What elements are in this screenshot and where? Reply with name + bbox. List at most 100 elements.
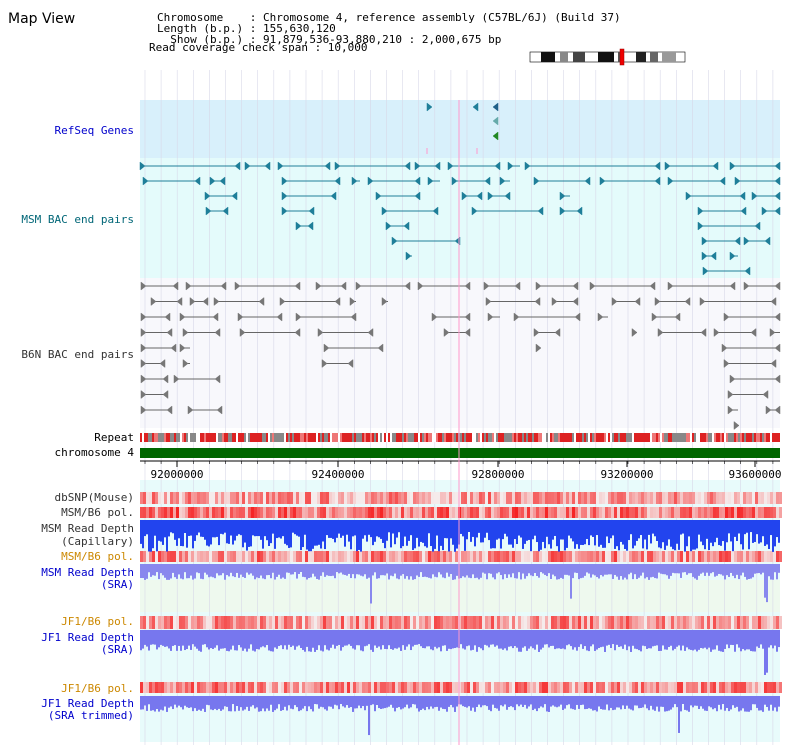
jf1-sra-depth-bar (452, 630, 454, 649)
msm-sra-bg (140, 580, 780, 612)
dbsnp-heat-cell (542, 492, 545, 504)
msm-capillary-depth-bar (154, 520, 156, 536)
jf1-b6-pol-heat-cell (470, 616, 473, 629)
msm-capillary-depth-bar (596, 520, 598, 536)
jf1-sra-trimmed-depth-bar (548, 696, 550, 712)
msm-sra-depth-bar (754, 564, 756, 574)
b6n-bac-end-arrow (533, 327, 540, 338)
jf1-sra-trimmed-depth-bar (766, 696, 768, 708)
jf1-sra-depth-bar (394, 630, 396, 649)
repeat-segment (256, 433, 258, 442)
msm-sra-depth-bar (770, 564, 772, 580)
jf1-b6-pol-heat-cell (308, 682, 311, 693)
msm-bac-end-arrow (281, 191, 288, 201)
dbsnp-heat-cell (140, 492, 143, 504)
msm-b6-pol-heat-cell (485, 551, 488, 562)
jf1-b6-pol-heat-cell (218, 616, 221, 629)
msm-b6-pol-heat-cell (656, 507, 659, 518)
dbsnp-heat-cell (455, 492, 458, 504)
msm-b6-pol-heat-cell (215, 551, 218, 562)
msm-sra-depth-bar (704, 564, 706, 576)
jf1-sra-depth-bar (682, 630, 684, 646)
repeat-segment (328, 433, 330, 442)
msm-bac-end-arrow (375, 191, 382, 201)
msm-b6-pol-heat-cell (200, 551, 203, 562)
msm-b6-pol-heat-cell (668, 507, 671, 518)
jf1-sra-trimmed-depth-bar (602, 696, 604, 710)
msm-capillary-depth-bar (772, 520, 774, 552)
msm-b6-pol-heat-cell (224, 551, 227, 562)
jf1-sra-depth-bar (476, 630, 478, 652)
msm-capillary-depth-bar (232, 520, 234, 545)
jf1-sra-depth-bar (212, 630, 214, 650)
msm-sra-depth-bar (630, 564, 632, 573)
jf1-sra-trimmed-depth-bar (370, 696, 372, 706)
refseq-features[interactable] (426, 102, 499, 154)
msm-b6-pol-heat-cell (659, 507, 662, 518)
msm-capillary-depth-bar (622, 520, 624, 545)
msm-sra-depth-bar (688, 564, 690, 574)
msm-sra-depth-bar (396, 564, 398, 579)
msm-capillary-depth-bar (212, 520, 214, 538)
msm-sra-depth-bar (620, 564, 622, 577)
dbsnp-heat-cell (266, 492, 269, 504)
msm-sra-depth-bar (584, 564, 586, 576)
msm-b6-pol-heat-cell (539, 507, 542, 518)
msm-sra-depth-bar (262, 564, 264, 579)
msm-capillary-depth-bar (328, 520, 330, 538)
b6n-bac-end-arrow (667, 281, 674, 291)
jf1-b6-pol-heat-cell (605, 682, 608, 693)
b6n-bac-end-arrow (239, 327, 246, 338)
chromosome-ideogram[interactable] (529, 48, 686, 66)
repeat-segment (620, 433, 622, 442)
b6n-bac-end-arrow (721, 343, 728, 353)
jf1-b6-pol-heat-cell (575, 616, 578, 629)
jf1-sra-depth-bar (234, 630, 236, 651)
repeat-segment (516, 433, 518, 442)
dbsnp-heat-cell (557, 492, 560, 504)
jf1-b6-pol-heat-cell (731, 616, 734, 629)
msm-bac-end-arrow (729, 161, 736, 171)
repeat-segment (158, 433, 160, 442)
jf1-sra-trimmed-depth-bar (258, 696, 260, 712)
jf1-b6-pol-heat-cell (461, 616, 464, 629)
repeat-segment (682, 433, 684, 442)
repeat-segment (268, 433, 270, 442)
msm-b6-pol-heat-cell (725, 507, 728, 518)
jf1-sra-depth-bar (612, 630, 614, 645)
msm-sra-depth-bar (470, 564, 472, 579)
msm-b6-pol-heat-cell (413, 551, 416, 562)
msm-b6-pol-heat-cell (374, 507, 377, 518)
jf1-sra-depth-bar (174, 630, 176, 646)
msm-capillary-depth-bar (648, 520, 650, 535)
b6n-bac-end-arrow (140, 389, 147, 400)
jf1-b6-pol-heat-cell (245, 682, 248, 693)
msm-capillary-depth-bar (504, 520, 506, 534)
jf1-sra-depth-bar (522, 630, 524, 648)
msm-sra-depth-bar (420, 564, 422, 573)
msm-bac-features[interactable] (139, 161, 781, 276)
jf1-sra-trimmed-depth-bar (712, 696, 714, 710)
msm-b6-pol-heat-cell (431, 507, 434, 518)
msm-capillary-depth-bar (552, 520, 554, 540)
repeat-segment (302, 433, 304, 442)
jf1-sra-depth-bar (582, 630, 584, 649)
msm-b6-pol-heat-cell (347, 551, 350, 562)
jf1-sra-trimmed-depth-bar (176, 696, 178, 708)
msm-b6-pol-heat-cell (779, 507, 782, 518)
b6n-bac-features[interactable] (140, 281, 781, 431)
b6n-bac-end-arrow (765, 405, 772, 415)
msm-capillary-depth-bar (302, 520, 304, 548)
jf1-b6-pol-heat-cell (623, 682, 626, 693)
repeat-segment (494, 433, 496, 442)
msm-b6-pol-heat-cell (197, 551, 200, 562)
dbsnp-heat-cell (167, 492, 170, 504)
jf1-sra-depth-bar (496, 630, 498, 646)
jf1-b6-pol-heat-cell (410, 682, 413, 693)
msm-capillary-depth-bar (678, 520, 680, 550)
jf1-sra-trimmed-depth-bar (716, 696, 718, 712)
msm-capillary-depth-bar (304, 520, 306, 535)
jf1-b6-pol-heat-cell (506, 616, 509, 629)
dbsnp-heat-cell (683, 492, 686, 504)
jf1-sra-trimmed-depth-bar (150, 696, 152, 711)
